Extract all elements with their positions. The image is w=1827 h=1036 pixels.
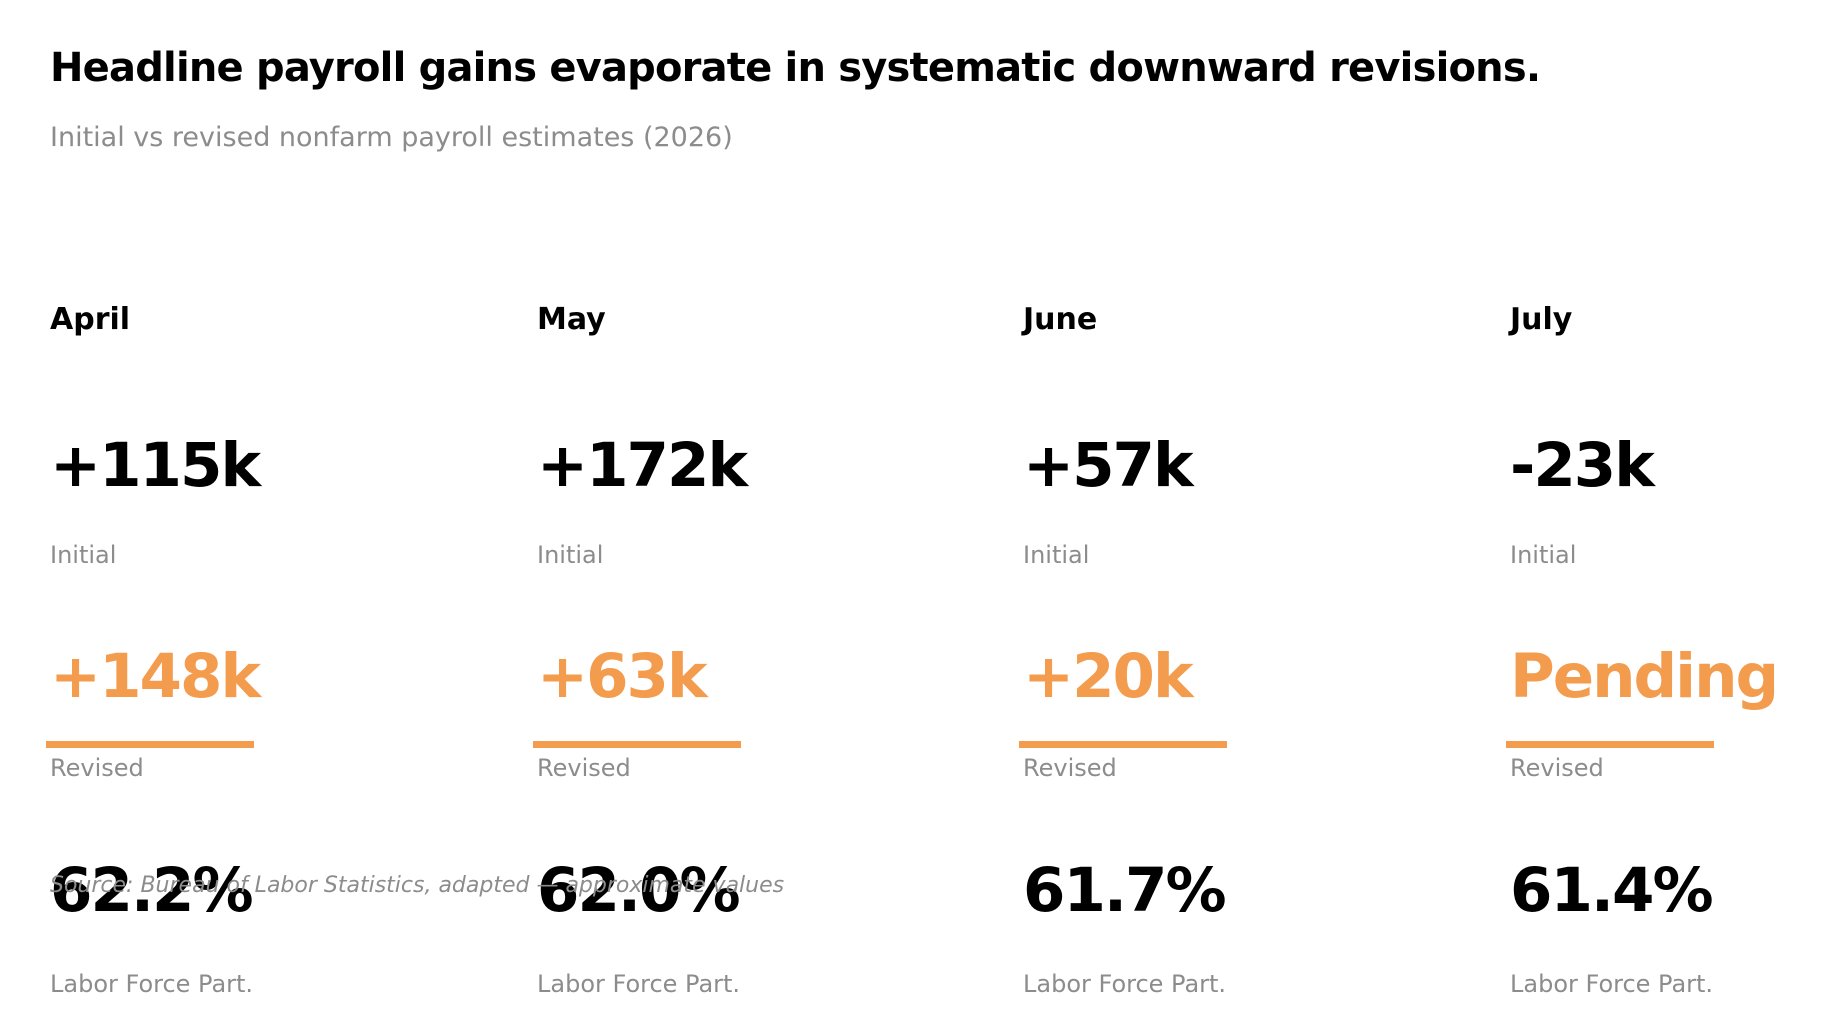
revised-underline <box>533 741 741 748</box>
initial-label: Initial <box>50 541 117 569</box>
revised-label: Revised <box>50 754 144 782</box>
revised-underline <box>1019 741 1227 748</box>
lfp-label: Labor Force Part. <box>1023 970 1227 998</box>
revised-underline <box>1506 741 1714 748</box>
chart-title: Headline payroll gains evaporate in syst… <box>50 45 1541 91</box>
initial-value: -23k <box>1510 430 1655 501</box>
month-label: May <box>537 302 606 337</box>
revised-value: +20k <box>1023 641 1194 712</box>
initial-value: +115k <box>50 430 261 501</box>
lfp-label: Labor Force Part. <box>537 970 741 998</box>
revised-value: +148k <box>50 641 261 712</box>
month-column-july: July -23k Initial Pending Revised 61.4% … <box>1506 0 1827 1036</box>
lfp-value: 62.2% <box>50 855 254 926</box>
revised-underline <box>46 741 254 748</box>
lfp-value: 61.7% <box>1023 855 1227 926</box>
month-label: July <box>1510 302 1573 337</box>
initial-label: Initial <box>537 541 604 569</box>
month-column-april: April +115k Initial +148k Revised 62.2% … <box>46 0 490 1036</box>
revised-value: +63k <box>537 641 708 712</box>
lfp-label: Labor Force Part. <box>50 970 254 998</box>
lfp-value: 62.0% <box>537 855 741 926</box>
month-label: April <box>50 302 131 337</box>
initial-label: Initial <box>1023 541 1090 569</box>
month-column-june: June +57k Initial +20k Revised 61.7% Lab… <box>1019 0 1463 1036</box>
month-column-may: May +172k Initial +63k Revised 62.0% Lab… <box>533 0 977 1036</box>
source-note: Source: Bureau of Labor Statistics, adap… <box>50 873 785 898</box>
initial-value: +57k <box>1023 430 1194 501</box>
initial-value: +172k <box>537 430 748 501</box>
initial-label: Initial <box>1510 541 1577 569</box>
revised-label: Revised <box>1023 754 1117 782</box>
month-label: June <box>1023 302 1098 337</box>
chart-subtitle: Initial vs revised nonfarm payroll estim… <box>50 122 733 153</box>
revised-label: Revised <box>537 754 631 782</box>
revised-value: Pending <box>1510 641 1779 712</box>
revised-label: Revised <box>1510 754 1604 782</box>
lfp-label: Labor Force Part. <box>1510 970 1714 998</box>
lfp-value: 61.4% <box>1510 855 1714 926</box>
